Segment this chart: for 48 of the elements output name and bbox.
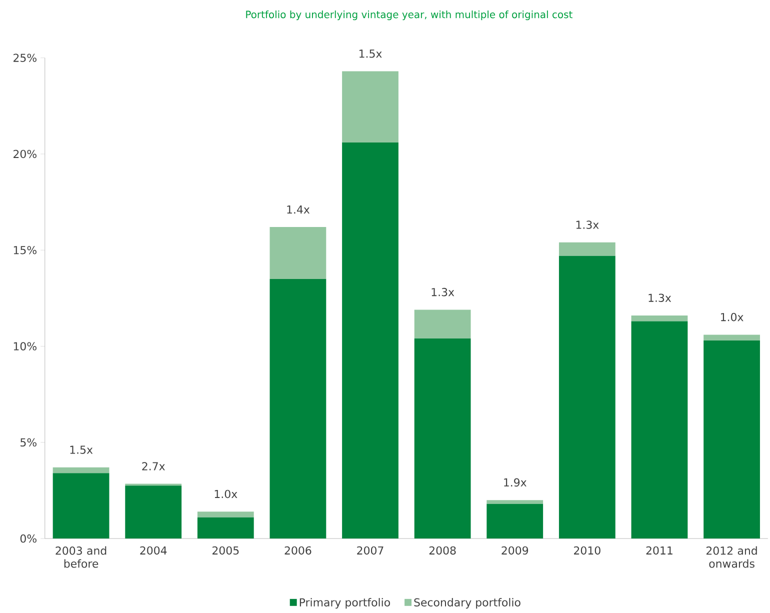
bar bbox=[125, 485, 182, 538]
bar bbox=[631, 315, 688, 322]
annotation: 1.0x bbox=[721, 312, 744, 322]
annotation: 1.3x bbox=[576, 220, 599, 229]
legend-label: Secondary portfolio bbox=[414, 598, 520, 608]
x-tick-label: 2003 and before bbox=[56, 546, 106, 568]
bar bbox=[486, 504, 544, 538]
annotation: 1.3x bbox=[432, 288, 454, 296]
x-tick-label: 2010 bbox=[574, 546, 600, 554]
y-tick-label: 0% bbox=[20, 534, 36, 543]
bar bbox=[270, 278, 326, 538]
annotation: 2.7x bbox=[142, 462, 165, 470]
y-tick-label: 5% bbox=[20, 438, 36, 446]
bar bbox=[52, 473, 110, 538]
bar bbox=[486, 500, 544, 504]
bar bbox=[631, 321, 688, 538]
y-tick-label: 10% bbox=[14, 342, 36, 350]
annotation: 1.9x bbox=[504, 478, 526, 486]
bar bbox=[704, 334, 760, 340]
x-tick-label: 2012 and onwards bbox=[706, 546, 757, 568]
bar bbox=[342, 71, 398, 142]
y-tick-label: 20% bbox=[14, 150, 36, 158]
x-tick-label: 2008 bbox=[429, 546, 456, 554]
x-tick-label: 2011 bbox=[646, 546, 672, 554]
y-tick-label: 15% bbox=[14, 246, 36, 254]
bar bbox=[414, 310, 471, 338]
x-tick-label: 2004 bbox=[140, 546, 167, 554]
x-tick-label: 2006 bbox=[284, 546, 312, 554]
bar bbox=[197, 511, 254, 518]
bar bbox=[414, 338, 471, 538]
chart-title: Portfolio by underlying vintage year, with multiple of original cost bbox=[246, 10, 572, 20]
y-tick-label: 25% bbox=[14, 54, 36, 62]
annotation: 1.4x bbox=[287, 205, 310, 214]
x-tick-label: 2007 bbox=[357, 546, 384, 554]
legend-label: Primary portfolio bbox=[300, 598, 390, 608]
annotation: 1.0x bbox=[214, 490, 238, 498]
bar bbox=[197, 517, 254, 538]
bar bbox=[270, 226, 326, 279]
annotation: 1.5x bbox=[70, 446, 93, 454]
bar bbox=[558, 242, 616, 256]
annotation: 1.5x bbox=[359, 49, 382, 58]
x-tick-label: 2005 bbox=[212, 546, 239, 554]
bar bbox=[342, 142, 398, 538]
x-tick-label: 2009 bbox=[502, 546, 528, 554]
annotation: 1.3x bbox=[648, 294, 672, 302]
bar bbox=[704, 340, 760, 538]
bar bbox=[558, 256, 616, 538]
bar bbox=[52, 467, 110, 473]
